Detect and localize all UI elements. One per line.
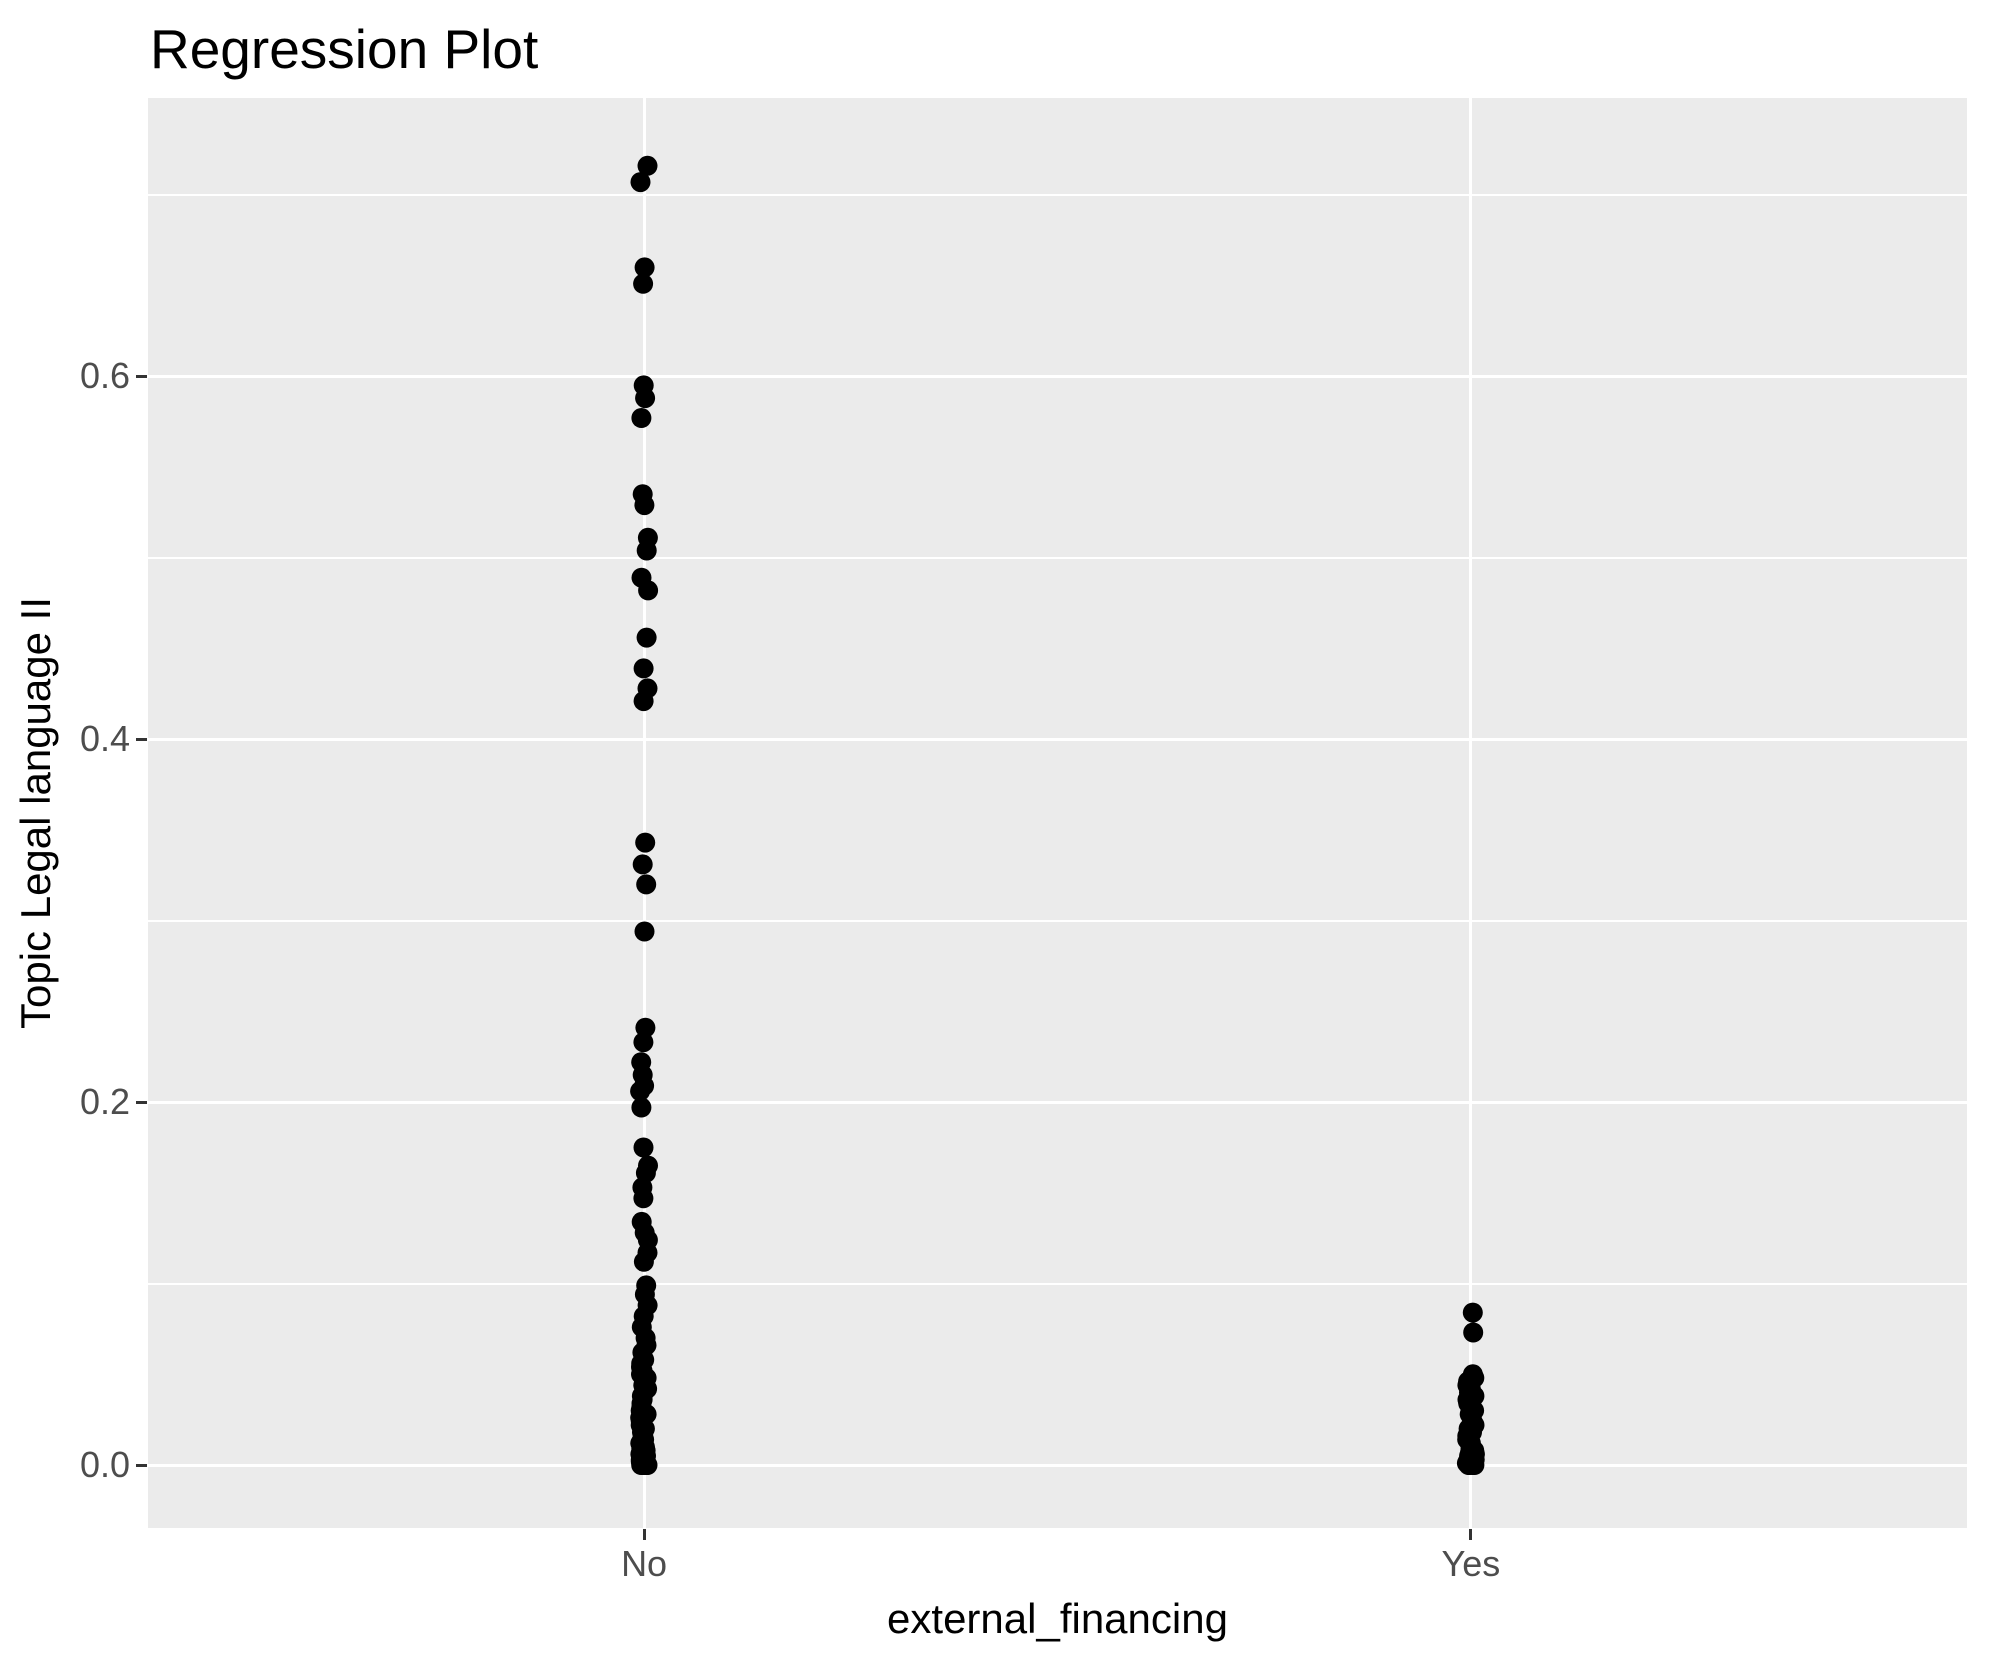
data-point	[636, 540, 657, 561]
data-point	[633, 691, 654, 712]
data-point	[633, 658, 654, 679]
major-gridline-x	[1469, 98, 1473, 1528]
minor-gridline-y	[148, 193, 1967, 196]
data-point	[631, 1097, 652, 1118]
major-gridline-y	[148, 374, 1967, 378]
y-tick-mark	[136, 1100, 147, 1104]
major-gridline-y	[148, 737, 1967, 741]
x-tick-label: No	[621, 1543, 668, 1584]
data-point	[635, 388, 656, 409]
data-point	[633, 1137, 654, 1158]
data-point	[1464, 1455, 1485, 1475]
plot-title: Regression Plot	[150, 18, 539, 80]
data-point	[1462, 1302, 1483, 1323]
y-tick-label: 0.2	[79, 1081, 130, 1123]
data-point	[632, 854, 653, 875]
data-point	[634, 257, 655, 278]
data-point	[637, 155, 658, 176]
x-axis-title: external_financing	[887, 1595, 1228, 1642]
data-point	[635, 832, 656, 853]
data-point	[630, 1081, 651, 1102]
data-point	[631, 408, 652, 428]
data-point	[636, 627, 657, 648]
data-point	[633, 1251, 654, 1272]
minor-gridline-y	[148, 556, 1967, 559]
major-gridline-y	[148, 1100, 1967, 1104]
x-tick-mark	[642, 1529, 646, 1540]
plot-panel	[148, 98, 1967, 1528]
y-tick-label: 0.6	[79, 355, 130, 397]
data-point	[634, 1455, 655, 1475]
data-point	[634, 495, 655, 516]
y-tick-mark	[136, 737, 147, 741]
data-point	[633, 1188, 654, 1209]
minor-gridline-y	[148, 1282, 1967, 1285]
minor-gridline-y	[148, 919, 1967, 922]
data-point	[634, 921, 655, 942]
data-point	[1463, 1322, 1484, 1343]
major-gridline-y	[148, 1463, 1967, 1467]
x-tick-mark	[1469, 1529, 1473, 1540]
x-tick-label: Yes	[1441, 1543, 1501, 1584]
y-tick-label: 0.4	[79, 718, 130, 760]
y-tick-mark	[136, 1463, 147, 1467]
major-gridline-x	[642, 98, 646, 1528]
y-tick-label: 0.0	[79, 1444, 130, 1485]
data-point	[638, 580, 659, 601]
data-point	[633, 1032, 654, 1053]
y-tick-mark	[136, 374, 147, 378]
data-point	[630, 172, 651, 193]
data-point	[636, 874, 657, 895]
data-point	[633, 273, 654, 294]
